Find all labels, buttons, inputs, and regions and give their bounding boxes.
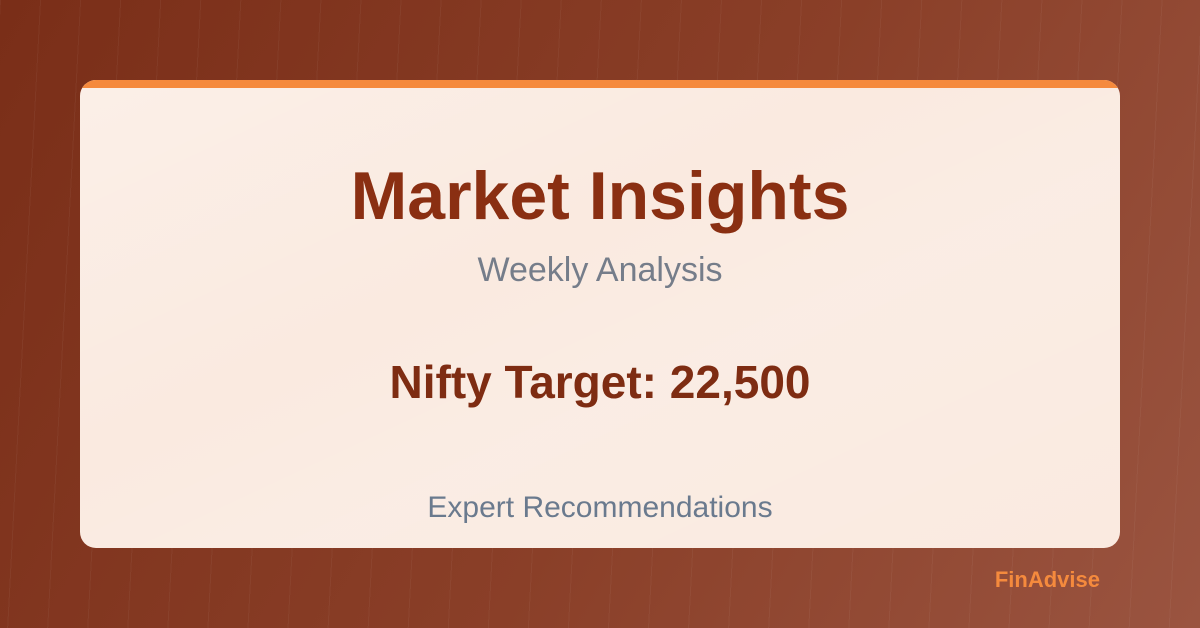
nifty-target: Nifty Target: 22,500 bbox=[389, 356, 811, 408]
card-footer: Expert Recommendations bbox=[427, 491, 773, 524]
brand-logo: FinAdvise bbox=[994, 567, 1100, 592]
card-subtitle: Weekly Analysis bbox=[477, 251, 723, 289]
card-title: Market Insights bbox=[350, 158, 850, 234]
accent-bar bbox=[80, 80, 1120, 88]
card-sheen bbox=[80, 80, 1120, 548]
insight-card: Market Insights Weekly Analysis Nifty Ta… bbox=[80, 80, 1120, 548]
